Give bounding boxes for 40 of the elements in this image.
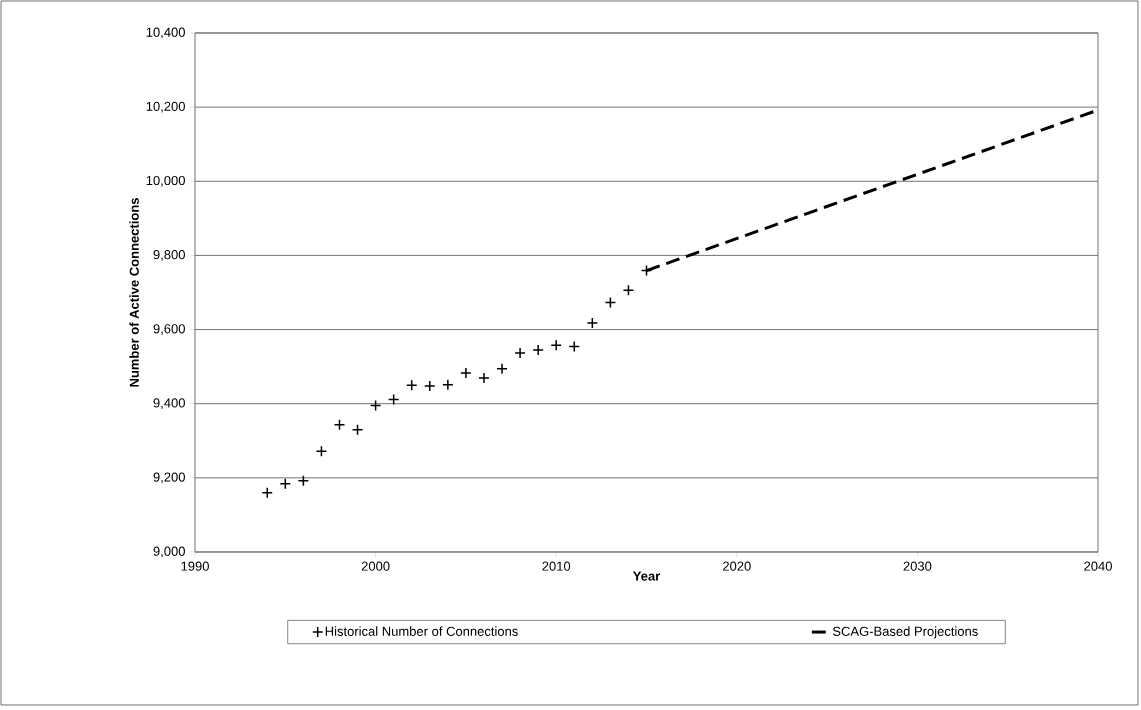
y-tick-label: 9,200	[153, 472, 185, 484]
y-tick-label: 10,400	[146, 27, 185, 39]
y-tick-label: 9,600	[153, 324, 185, 335]
point	[514, 347, 526, 359]
x-tick-label: 2010	[542, 561, 571, 571]
point	[442, 379, 454, 391]
point	[315, 445, 328, 457]
point	[279, 478, 292, 490]
point	[568, 340, 581, 353]
point	[640, 264, 653, 277]
x-axis-title: Year	[632, 571, 661, 581]
y-tick-label: 10,000	[146, 175, 185, 187]
point	[387, 393, 400, 406]
point	[586, 317, 599, 329]
legend-label: Historical Number of Connections	[325, 626, 518, 636]
y-tick-label: 9,000	[153, 546, 185, 558]
point	[333, 419, 346, 431]
point	[424, 380, 436, 392]
point	[532, 344, 544, 356]
x-tick-label: 2020	[723, 561, 751, 571]
point	[351, 423, 364, 436]
x-tick-label: 2040	[1084, 561, 1112, 571]
point	[369, 399, 382, 412]
point	[550, 339, 562, 351]
point	[261, 486, 273, 499]
y-tick-label: 10,200	[146, 101, 185, 113]
point	[478, 372, 490, 384]
y-tick-label: 9,800	[153, 250, 185, 261]
point	[622, 284, 635, 297]
point	[297, 475, 310, 487]
x-tick-label: 2030	[903, 561, 932, 571]
legend-label: SCAG-Based Projections	[832, 626, 978, 639]
point	[604, 296, 617, 309]
x-tick-label: 1990	[181, 561, 209, 571]
y-tick-label: 9,400	[153, 398, 185, 410]
point	[496, 363, 508, 375]
point	[460, 367, 472, 379]
y-axis-title: Number of Active Connections	[129, 198, 139, 387]
point	[405, 379, 418, 391]
x-tick-label: 2000	[361, 561, 390, 571]
